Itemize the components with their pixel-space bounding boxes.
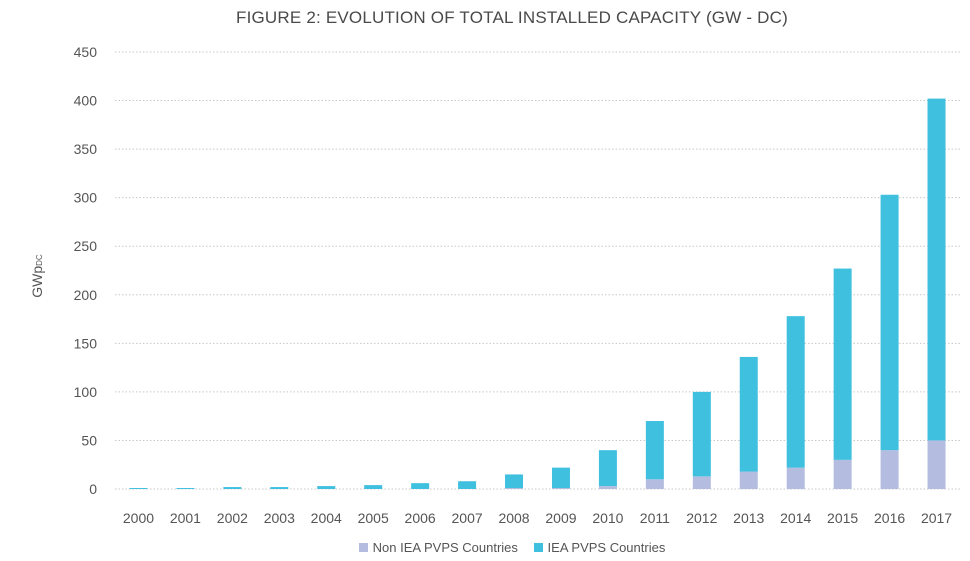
chart-title: FIGURE 2: EVOLUTION OF TOTAL INSTALLED C… — [235, 8, 788, 27]
bar-iea-2017 — [927, 98, 946, 441]
bar-iea-2001 — [176, 488, 195, 489]
x-tick-label: 2011 — [640, 510, 670, 526]
bar-iea-2006 — [411, 483, 430, 489]
bar-iea-2012 — [692, 391, 711, 477]
bar-iea-2003 — [270, 487, 289, 489]
legend-item-non-iea: Non IEA PVPS Countries — [358, 540, 518, 555]
bar-non-iea-2014 — [786, 467, 805, 489]
y-axis-label-main: GWp — [29, 266, 45, 298]
bar-non-iea-2008 — [505, 488, 524, 489]
y-axis-label-subscript: DC — [35, 254, 44, 266]
x-axis-ticks: 2000 2001 2002 2003 2004 2005 2006 2007 2008 2009… — [123, 510, 952, 526]
x-tick-label: 2012 — [686, 510, 717, 526]
y-tick-label: 150 — [74, 335, 98, 351]
legend-swatch-non-iea — [358, 543, 368, 552]
x-tick-label: 2001 — [170, 510, 201, 526]
x-tick-label: 2008 — [498, 510, 529, 526]
x-tick-label: 2013 — [733, 510, 764, 526]
bar-non-iea-2010 — [598, 486, 617, 489]
bar-non-iea-2016 — [880, 450, 899, 489]
bar-iea-2014 — [786, 316, 805, 468]
y-tick-label: 300 — [74, 190, 98, 206]
bar-iea-2002 — [223, 487, 242, 489]
x-tick-label: 2005 — [358, 510, 389, 526]
bar-non-iea-2012 — [692, 476, 711, 489]
bar-iea-2010 — [598, 450, 617, 487]
bar-iea-2007 — [458, 481, 477, 489]
bar-non-iea-2011 — [645, 479, 664, 489]
bar-non-iea-2013 — [739, 471, 758, 489]
bar-iea-2015 — [833, 268, 852, 460]
y-tick-label: 450 — [74, 44, 98, 60]
legend-item-iea: IEA PVPS Countries — [533, 540, 666, 555]
y-tick-label: 350 — [74, 141, 98, 157]
grid-lines — [115, 51, 960, 490]
bar-non-iea-2009 — [551, 488, 570, 489]
y-tick-label: 400 — [74, 93, 98, 109]
x-tick-label: 2016 — [874, 510, 905, 526]
x-tick-label: 2009 — [545, 510, 576, 526]
x-tick-label: 2006 — [405, 510, 436, 526]
x-tick-label: 2004 — [311, 510, 342, 526]
y-tick-label: 100 — [74, 384, 98, 400]
bar-iea-2009 — [551, 467, 570, 489]
bar-iea-2016 — [880, 194, 899, 451]
legend-label-non-iea: Non IEA PVPS Countries — [372, 540, 518, 555]
x-tick-label: 2007 — [452, 510, 483, 526]
bar-iea-2000 — [129, 488, 148, 489]
x-tick-label: 2017 — [921, 510, 952, 526]
bar-iea-2013 — [739, 356, 758, 472]
y-tick-label: 50 — [81, 432, 97, 448]
bar-iea-2005 — [364, 485, 383, 489]
legend-swatch-iea — [533, 543, 543, 552]
bar-iea-2011 — [645, 421, 664, 480]
y-tick-label: 0 — [89, 481, 97, 497]
bars — [129, 98, 946, 489]
legend-label-iea: IEA PVPS Countries — [547, 540, 666, 555]
x-tick-label: 2000 — [123, 510, 154, 526]
y-axis-label: GWpDC — [29, 254, 45, 298]
x-tick-label: 2002 — [217, 510, 248, 526]
y-tick-label: 250 — [74, 238, 98, 254]
x-tick-label: 2003 — [264, 510, 295, 526]
bar-non-iea-2017 — [927, 440, 946, 489]
x-tick-label: 2010 — [592, 510, 623, 526]
bar-iea-2004 — [317, 486, 336, 489]
bar-non-iea-2015 — [833, 459, 852, 489]
y-axis-ticks: 0 50 100 150 200 250 300 350 400 450 — [74, 44, 98, 497]
x-tick-label: 2014 — [780, 510, 811, 526]
x-tick-label: 2015 — [827, 510, 858, 526]
y-tick-label: 200 — [74, 287, 98, 303]
legend: Non IEA PVPS Countries IEA PVPS Countrie… — [0, 540, 970, 555]
bar-iea-2008 — [505, 474, 524, 489]
